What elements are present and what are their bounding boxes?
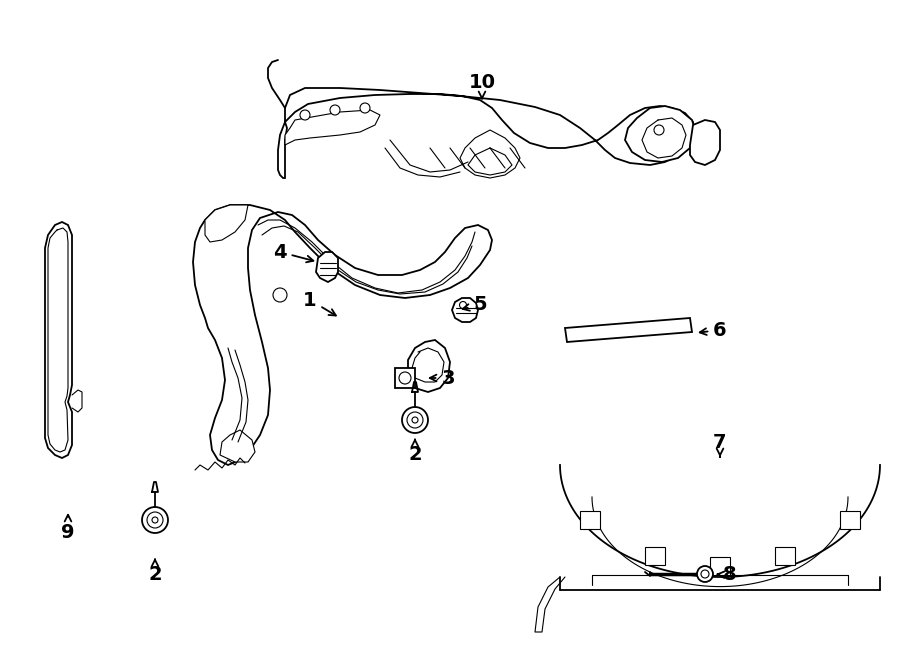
Polygon shape [220, 430, 255, 462]
Polygon shape [408, 340, 450, 392]
Text: 2: 2 [148, 559, 162, 584]
Polygon shape [193, 205, 492, 465]
Circle shape [697, 566, 713, 582]
Circle shape [147, 512, 163, 528]
Bar [710, 557, 730, 575]
Bar [645, 547, 665, 565]
Polygon shape [205, 205, 248, 242]
Circle shape [412, 417, 418, 423]
Circle shape [273, 288, 287, 302]
Circle shape [360, 103, 370, 113]
Text: 3: 3 [430, 368, 454, 387]
Text: 1: 1 [303, 290, 336, 315]
Text: 8: 8 [717, 566, 737, 584]
Polygon shape [460, 130, 520, 178]
Circle shape [330, 105, 340, 115]
Text: 10: 10 [469, 73, 496, 98]
Polygon shape [278, 88, 695, 178]
Polygon shape [560, 465, 880, 590]
Bar [580, 512, 600, 529]
Circle shape [142, 507, 168, 533]
Circle shape [701, 570, 709, 578]
Circle shape [402, 407, 428, 433]
Polygon shape [690, 120, 720, 165]
Text: 4: 4 [274, 243, 313, 262]
Polygon shape [316, 252, 338, 282]
Polygon shape [452, 298, 478, 322]
Bar [775, 547, 795, 565]
Circle shape [407, 412, 423, 428]
Circle shape [300, 110, 310, 120]
Bar [840, 512, 860, 529]
Polygon shape [625, 106, 696, 162]
Circle shape [460, 301, 466, 309]
Bar [395, 368, 415, 388]
Circle shape [654, 125, 664, 135]
Text: 5: 5 [463, 295, 487, 315]
Circle shape [152, 517, 158, 523]
Circle shape [399, 372, 411, 384]
Polygon shape [565, 318, 692, 342]
Text: 6: 6 [700, 321, 727, 340]
Text: 2: 2 [409, 440, 422, 465]
Polygon shape [285, 110, 380, 145]
Text: 9: 9 [61, 515, 75, 541]
Text: 7: 7 [713, 432, 727, 457]
Polygon shape [45, 222, 72, 458]
